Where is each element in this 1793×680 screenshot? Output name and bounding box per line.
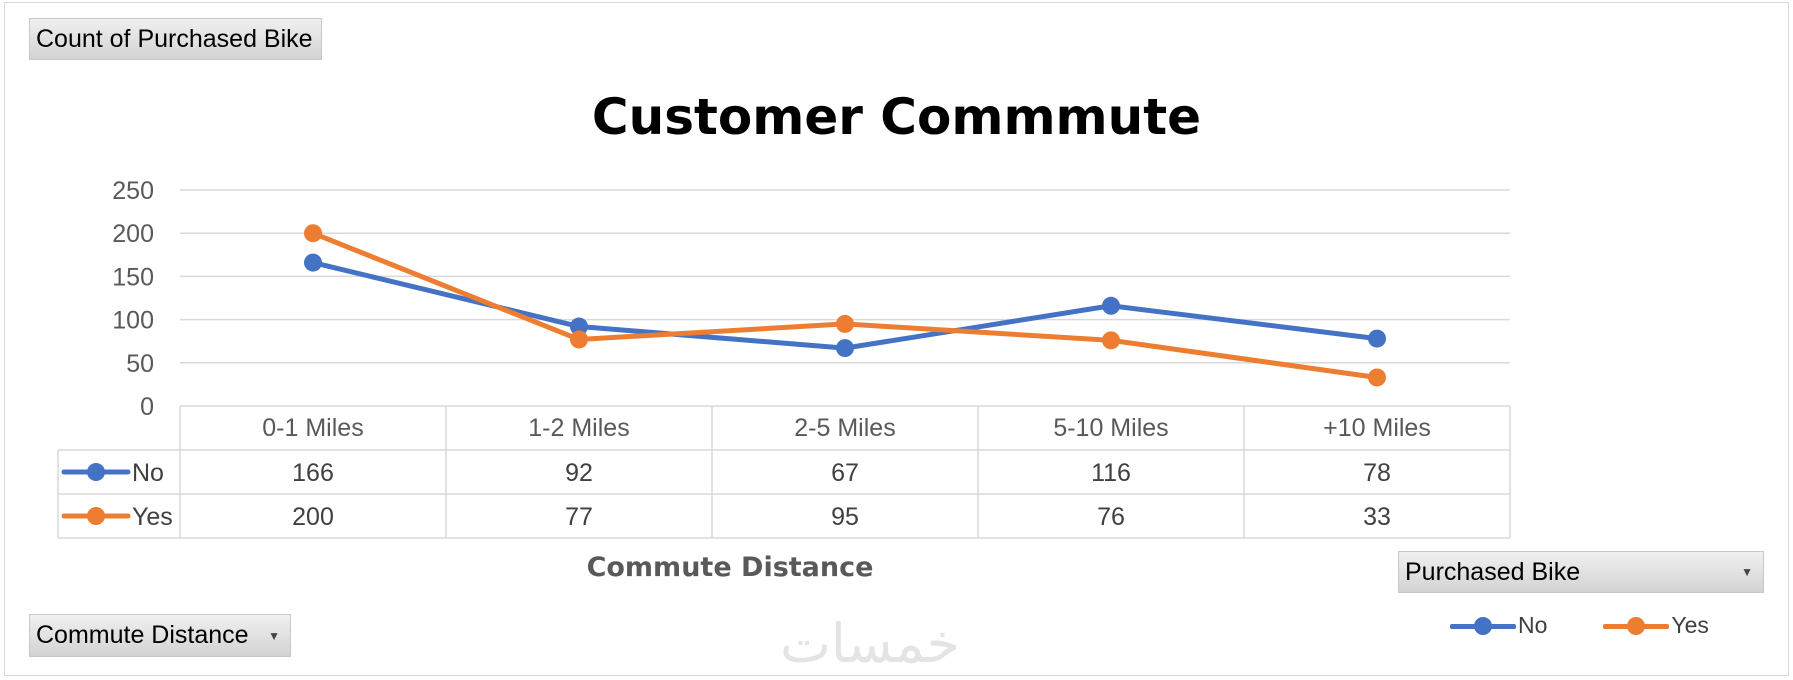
axis-field-button[interactable]: Commute Distance ▼ <box>29 614 291 657</box>
legend-field-button[interactable]: Purchased Bike ▼ <box>1398 551 1764 593</box>
table-legend-marker-yes <box>87 507 105 525</box>
data-point <box>570 330 588 349</box>
table-legend-marker-no <box>87 463 105 481</box>
legend-field-label: Purchased Bike <box>1405 557 1581 586</box>
legend-marker-yes <box>1603 616 1670 636</box>
y-tick-label: 250 <box>112 177 154 205</box>
legend-marker-no <box>1450 616 1516 636</box>
series-line-no <box>310 260 1380 351</box>
data-point <box>304 253 322 272</box>
dropdown-arrow-icon[interactable]: ▼ <box>268 628 280 643</box>
legend-label-no: No <box>1518 612 1548 638</box>
data-point <box>1368 368 1386 387</box>
table-cell: 67 <box>831 459 859 487</box>
table-cell: 33 <box>1363 503 1391 531</box>
table-cell: 200 <box>292 503 334 531</box>
x-tick-label: +10 Miles <box>1323 414 1431 442</box>
chart-title: Customer Commmute <box>591 88 1202 146</box>
data-point <box>304 224 322 243</box>
value-field-label: Count of Purchased Bike <box>36 24 313 53</box>
data-point <box>836 314 854 333</box>
x-axis-title: Commute Distance <box>586 552 874 583</box>
legend-item-no[interactable]: No <box>1450 612 1547 639</box>
y-tick-label: 100 <box>112 307 154 335</box>
table-cell: 78 <box>1363 459 1391 487</box>
chart-area <box>4 2 1789 676</box>
value-field-button[interactable]: Count of Purchased Bike <box>29 18 322 60</box>
y-tick-label: 150 <box>112 263 154 291</box>
y-tick-label: 200 <box>112 220 154 248</box>
x-tick-label: 1-2 Miles <box>528 414 629 442</box>
data-point <box>836 339 854 358</box>
watermark-logo: خمسات <box>780 612 961 675</box>
table-series-label-yes: Yes <box>132 503 173 531</box>
chart-legend: No Yes <box>1450 612 1709 639</box>
x-tick-label: 0-1 Miles <box>262 414 363 442</box>
table-series-label-no: No <box>132 459 164 487</box>
x-tick-label: 5-10 Miles <box>1053 414 1168 442</box>
y-tick-label: 0 <box>140 393 154 421</box>
legend-label-yes: Yes <box>1671 612 1709 638</box>
table-cell: 92 <box>565 459 593 487</box>
data-point <box>1102 296 1120 315</box>
data-point <box>1368 329 1386 348</box>
data-point <box>1102 331 1120 350</box>
y-tick-label: 50 <box>126 350 154 378</box>
table-cell: 116 <box>1091 459 1131 487</box>
table-cell: 76 <box>1097 503 1125 531</box>
legend-item-yes[interactable]: Yes <box>1603 612 1709 639</box>
dropdown-arrow-icon[interactable]: ▼ <box>1741 565 1753 579</box>
x-tick-label: 2-5 Miles <box>794 414 895 442</box>
table-cell: 95 <box>831 503 859 531</box>
table-cell: 166 <box>292 459 334 487</box>
axis-field-label: Commute Distance <box>36 621 249 649</box>
table-cell: 77 <box>565 503 593 531</box>
data-point <box>570 317 588 336</box>
